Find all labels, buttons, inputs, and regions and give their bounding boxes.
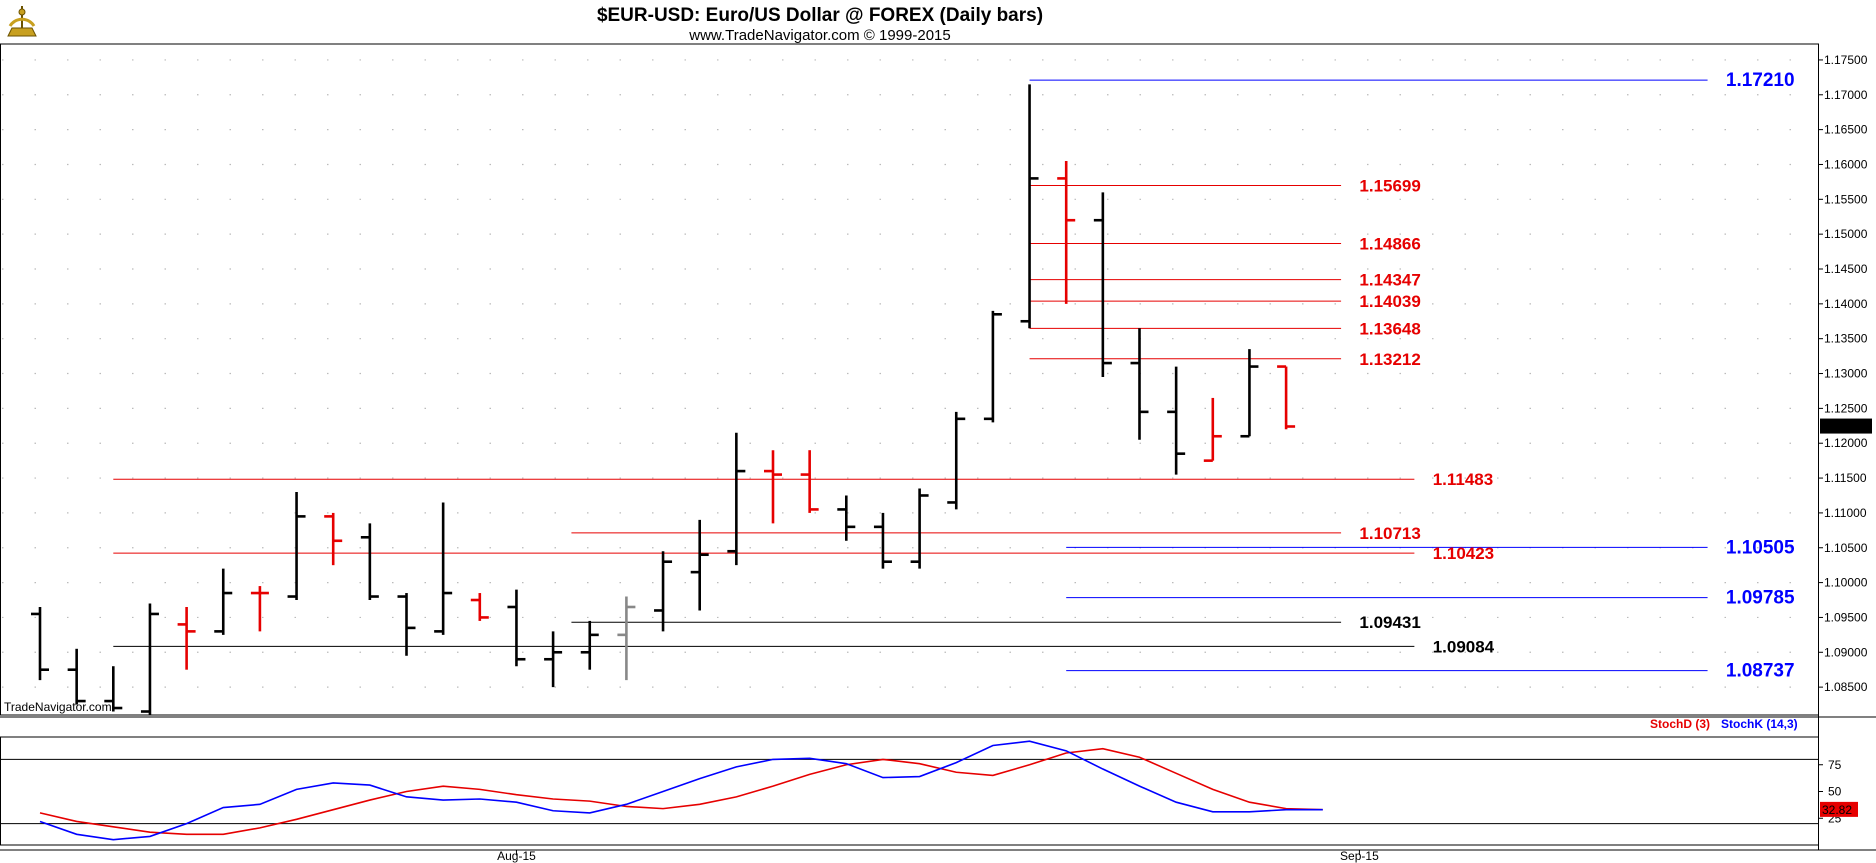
ohlc-bar	[580, 620, 599, 670]
level-label: 1.09431	[1359, 613, 1420, 632]
price-y-tick-label: 1.09500	[1824, 610, 1868, 624]
ohlc-bar	[764, 450, 782, 524]
price-y-tick-label: 1.17500	[1824, 53, 1868, 67]
price-y-tick-label: 1.10000	[1824, 576, 1868, 590]
stoch-series-line	[39, 740, 1323, 841]
price-y-tick-label: 1.16500	[1824, 123, 1868, 137]
price-y-tick-label: 1.10500	[1824, 541, 1868, 555]
level-label: 1.14347	[1359, 271, 1420, 290]
level-label: 1.10423	[1433, 544, 1494, 563]
level-label: 1.15699	[1359, 176, 1420, 195]
ohlc-bar	[324, 512, 343, 566]
legend-stoch-k: StochK (14,3)	[1721, 717, 1798, 731]
ohlc-bar	[397, 593, 416, 656]
price-y-tick-label: 1.14000	[1824, 297, 1868, 311]
level-label: 1.13648	[1359, 319, 1420, 338]
ohlc-bar	[177, 606, 196, 670]
ohlc-bar	[947, 411, 966, 510]
level-label: 1.14039	[1359, 292, 1420, 311]
chart-frame	[0, 43, 1876, 851]
ohlc-bar	[434, 502, 453, 635]
ohlc-bar	[360, 523, 379, 601]
stoch-panel-border	[0, 736, 1819, 846]
level-label: 1.11483	[1433, 470, 1494, 489]
ohlc-bar	[1167, 366, 1186, 475]
last-stoch-tag	[1820, 801, 1858, 817]
chart-subtitle: www.TradeNavigator.com © 1999-2015	[688, 27, 950, 44]
level-label: 1.10713	[1359, 524, 1420, 543]
last-price-tag	[1820, 418, 1872, 434]
price-y-tick-label: 1.15500	[1824, 192, 1868, 206]
ohlc-bar	[140, 603, 159, 715]
price-y-tick-label: 1.17000	[1824, 88, 1868, 102]
ohlc-bar	[690, 519, 709, 611]
stoch-y-tick-label: 50	[1828, 785, 1842, 799]
level-label: 1.14866	[1359, 234, 1420, 253]
price-bars	[31, 84, 1296, 715]
ohlc-bar	[1057, 160, 1076, 304]
x-tick-label: Sep-15	[1340, 849, 1379, 863]
price-y-tick-label: 1.11500	[1824, 471, 1867, 485]
x-tick-label: Aug-15	[497, 849, 536, 863]
level-label: 1.09084	[1433, 637, 1495, 656]
ohlc-bar	[250, 586, 269, 632]
legend-stoch-d: StochD (3)	[1650, 717, 1710, 731]
ohlc-bar	[837, 495, 856, 541]
ohlc-bar	[287, 492, 306, 601]
level-label: 1.08737	[1726, 661, 1795, 682]
price-panel-border	[0, 43, 1819, 716]
ohlc-bar	[910, 488, 929, 569]
ohlc-bar	[31, 606, 49, 681]
price-y-tick-label: 1.15000	[1824, 227, 1868, 241]
x-axis: Aug-15 Sep-15	[497, 849, 1379, 863]
price-y-tick-label: 1.09000	[1824, 645, 1868, 659]
sextant-logo-icon	[2, 2, 42, 42]
ohlc-bar	[800, 450, 819, 513]
ohlc-bar	[873, 512, 892, 569]
watermark: TradeNavigator.com	[4, 700, 112, 714]
last-price-label: 1.12239	[1822, 420, 1866, 434]
ohlc-bar	[1020, 84, 1039, 329]
price-y-tick-label: 1.12500	[1824, 401, 1868, 415]
ohlc-bar	[617, 596, 636, 681]
last-stoch-label: 32.82	[1822, 803, 1852, 817]
stoch-series-line	[39, 747, 1323, 836]
level-label: 1.09785	[1726, 588, 1795, 609]
ohlc-bar	[983, 310, 1002, 423]
ohlc-bar	[104, 666, 123, 712]
stoch-y-tick-label: 75	[1828, 758, 1842, 772]
price-y-tick-label: 1.16000	[1824, 157, 1868, 171]
ohlc-bar	[1130, 328, 1149, 440]
ohlc-bar	[67, 648, 86, 705]
ohlc-bar	[1093, 192, 1112, 378]
price-y-tick-label: 1.14500	[1824, 262, 1868, 276]
price-y-tick-label: 1.08500	[1824, 680, 1868, 694]
price-y-tick-label: 1.13000	[1824, 367, 1868, 381]
header: $EUR-USD: Euro/US Dollar @ FOREX (Daily …	[597, 5, 1043, 44]
price-y-tick-label: 1.11000	[1824, 506, 1867, 520]
ohlc-bar	[1240, 349, 1259, 438]
grid	[2, 59, 1816, 688]
ohlc-bar	[1277, 365, 1296, 430]
ohlc-bar	[727, 432, 746, 566]
price-y-axis: 1.17500 1.17000 1.16500 1.16000 1.15500 1.150…	[1818, 53, 1872, 694]
price-y-tick-label: 1.13500	[1824, 332, 1868, 346]
ohlc-bar	[1203, 397, 1222, 462]
level-label: 1.13212	[1359, 350, 1420, 369]
level-label: 1.10505	[1726, 537, 1795, 558]
ohlc-bar	[507, 589, 526, 667]
ohlc-bar	[214, 568, 233, 635]
ohlc-bar	[544, 631, 563, 688]
ohlc-bar	[654, 551, 673, 632]
level-label: 1.17210	[1726, 70, 1795, 91]
price-y-tick-label: 1.12000	[1824, 436, 1868, 450]
levels: 1.17210 1.15699 1.14866 1.14347 1.14039 1.136…	[113, 70, 1795, 682]
ohlc-bar	[470, 593, 489, 621]
chart-title: $EUR-USD: Euro/US Dollar @ FOREX (Daily …	[597, 5, 1043, 26]
